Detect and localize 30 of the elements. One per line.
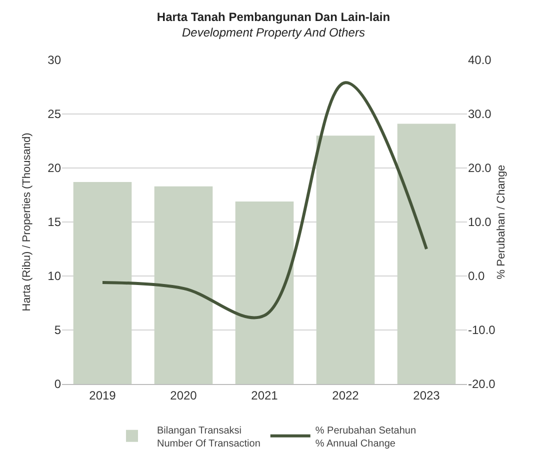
x-tick-label: 2021	[251, 388, 278, 402]
bar	[316, 136, 375, 384]
chart-subtitle: Development Property And Others	[182, 26, 365, 40]
y2-axis-title: % Perubahan / Change	[496, 164, 508, 280]
y2-tick-label: 30.0	[468, 107, 492, 122]
y-tick-label: 20	[48, 161, 62, 176]
y2-tick-label: 10.0	[468, 215, 492, 230]
x-tick-label: 2023	[413, 388, 440, 402]
y2-tick-label: 20.0	[468, 161, 492, 176]
bar	[154, 186, 213, 384]
bar	[73, 182, 132, 384]
bar	[235, 201, 294, 384]
y-tick-label: 30	[48, 53, 62, 68]
y-tick-label: 25	[48, 107, 62, 122]
y2-tick-label: -20.0	[468, 377, 496, 392]
y-tick-label: 5	[54, 323, 62, 338]
x-tick-label: 2019	[89, 388, 116, 402]
legend-label: Bilangan Transaksi Number Of Transaction	[157, 425, 260, 450]
x-tick-label: 2022	[332, 388, 360, 402]
chart-title: Harta Tanah Pembangunan Dan Lain-lain	[156, 10, 390, 24]
legend-label: % Perubahan Setahun % Annual Change	[315, 425, 416, 450]
x-tick-label: 2020	[170, 388, 198, 402]
y2-tick-label: 40.0	[468, 53, 492, 68]
y2-tick-label: 0.0	[468, 269, 486, 284]
y-tick-label: 15	[48, 215, 62, 230]
y-tick-label: 10	[48, 269, 62, 284]
y-axis-title: Harta (Ribu) / Properties (Thousand)	[21, 132, 33, 312]
y-tick-label: 0	[54, 377, 62, 392]
bar	[397, 124, 456, 384]
y2-tick-label: -10.0	[468, 323, 496, 338]
